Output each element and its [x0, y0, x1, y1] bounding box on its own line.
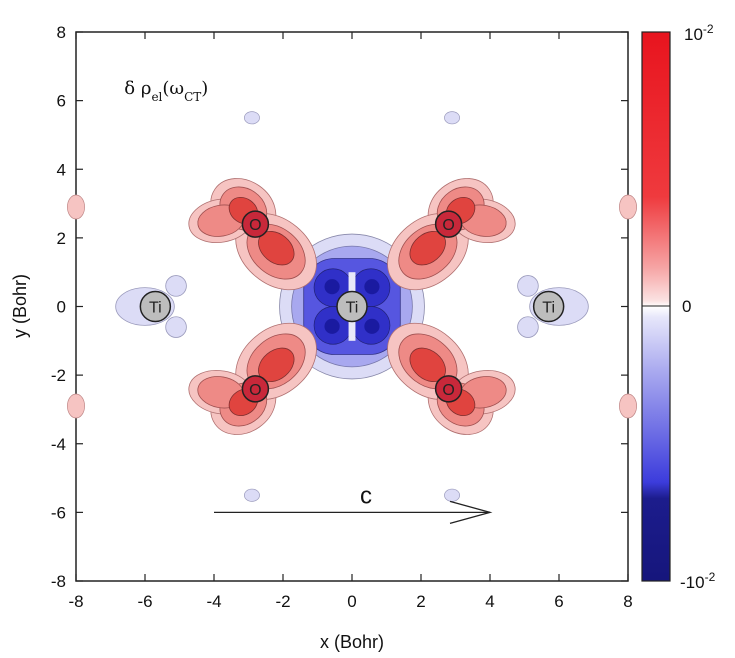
colorbar-mid-label: 0 [682, 297, 691, 316]
y-tick-label: 2 [57, 229, 66, 248]
central-blue-core [324, 279, 340, 295]
y-tick-label: -8 [51, 572, 66, 591]
small-blue-dot [244, 111, 260, 125]
side-blue-small-lobe [517, 316, 539, 338]
x-axis-label: x (Bohr) [320, 632, 384, 652]
colorbar-min-label: -10-2 [680, 570, 716, 592]
ti-atom-circle [336, 290, 368, 323]
y-axis-label: y (Bohr) [10, 274, 30, 338]
oxygen-atom: O [241, 210, 270, 238]
oxygen-red-lobes [387, 322, 516, 435]
x-tick-label: 2 [416, 592, 425, 611]
atom-label: O [442, 382, 454, 399]
side-blue-small-lobe [165, 316, 187, 338]
arrow-head [449, 500, 493, 525]
side-blue-small-lobe [165, 275, 187, 297]
y-tick-label: -2 [51, 366, 66, 385]
o-atom-circle [241, 375, 270, 403]
titanium-atom: Ti [139, 290, 172, 323]
edge-red-sliver [619, 194, 637, 220]
atom-label: Ti [346, 300, 359, 317]
x-tick-label: -2 [275, 592, 290, 611]
central-blue-core [364, 318, 380, 334]
ti-atom-circle [532, 290, 565, 323]
x-tick-label: -6 [137, 592, 152, 611]
y-tick-label: -4 [51, 435, 66, 454]
atom-label: O [442, 217, 454, 234]
y-tick-label: 6 [57, 92, 66, 111]
y-tick-label: -6 [51, 503, 66, 522]
small-blue-dot [444, 111, 460, 125]
y-tick-label: 0 [57, 298, 66, 317]
x-tick-label: 0 [347, 592, 356, 611]
x-tick-label: 4 [485, 592, 494, 611]
y-tick-label: 8 [57, 23, 66, 42]
atom-label: O [249, 217, 261, 234]
x-tick-label: -8 [68, 592, 83, 611]
x-tick-label: 6 [554, 592, 563, 611]
o-atom-circle [434, 210, 463, 238]
titanium-atom: Ti [532, 290, 565, 323]
edge-red-sliver [67, 194, 85, 220]
atoms-layer: Ti Ti Ti O O O O [139, 210, 565, 403]
oxygen-atom: O [434, 210, 463, 238]
colorbar-max-label: 10-2 [684, 22, 714, 44]
edge-red-sliver [619, 393, 637, 419]
side-blue-small-lobe [517, 275, 539, 297]
titanium-atom: Ti [336, 290, 368, 323]
small-blue-dot [244, 488, 260, 502]
atom-label: Ti [149, 300, 162, 317]
arrow-label: c [360, 482, 372, 509]
oxygen-atom: O [434, 375, 463, 403]
oxygen-atom: O [241, 375, 270, 403]
lattice-arrow: c [214, 482, 493, 525]
o-atom-circle [434, 375, 463, 403]
o-atom-circle [241, 210, 270, 238]
central-blue-core [364, 279, 380, 295]
atom-label: Ti [542, 300, 555, 317]
ti-atom-circle [139, 290, 172, 323]
edge-red-sliver [67, 393, 85, 419]
central-blue-core [324, 318, 340, 334]
small-blue-dot [444, 488, 460, 502]
x-axis-ticks: -8 -6 -4 -2 0 2 4 6 8 [68, 32, 633, 611]
x-tick-label: -4 [206, 592, 221, 611]
atom-label: O [249, 382, 261, 399]
y-tick-label: 4 [57, 160, 66, 179]
x-tick-label: 8 [623, 592, 632, 611]
y-axis-ticks: -8 -6 -4 -2 0 2 4 6 8 [51, 23, 628, 591]
density-annotation: δ ρel(ωCT) [124, 78, 208, 104]
